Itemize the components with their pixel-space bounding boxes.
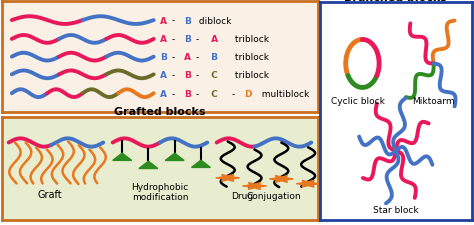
Text: A: A <box>160 16 167 25</box>
Text: -: - <box>232 89 235 98</box>
Text: -: - <box>172 35 175 44</box>
Text: B: B <box>184 35 191 44</box>
Text: B: B <box>184 89 191 98</box>
Text: Miktoarm: Miktoarm <box>412 96 455 105</box>
Text: Drug: Drug <box>231 191 253 200</box>
Text: A: A <box>160 70 167 79</box>
Text: Hydrophobic
modification: Hydrophobic modification <box>131 182 189 201</box>
Title: Grafted blocks: Grafted blocks <box>114 106 206 116</box>
Polygon shape <box>165 153 184 161</box>
Polygon shape <box>139 162 158 169</box>
Text: -: - <box>172 89 175 98</box>
Polygon shape <box>216 175 240 182</box>
Text: diblock: diblock <box>196 16 231 25</box>
Text: A: A <box>184 53 191 62</box>
Text: C: C <box>208 70 218 79</box>
Text: -: - <box>196 35 199 44</box>
Text: Graft: Graft <box>37 190 62 200</box>
Text: -: - <box>196 70 199 79</box>
Text: B: B <box>208 53 218 62</box>
Title: Branched blocks: Branched blocks <box>344 0 447 3</box>
Text: B: B <box>184 70 191 79</box>
Text: -: - <box>172 70 175 79</box>
Text: multiblock: multiblock <box>256 89 309 98</box>
Text: A: A <box>160 89 167 98</box>
Polygon shape <box>269 176 293 182</box>
Text: B: B <box>184 16 191 25</box>
Text: -: - <box>172 53 175 62</box>
Text: Conjugation: Conjugation <box>246 191 301 200</box>
Polygon shape <box>113 153 132 161</box>
Text: triblock: triblock <box>232 35 269 44</box>
Text: Cyclic block: Cyclic block <box>331 96 385 105</box>
Text: A: A <box>208 35 218 44</box>
Text: -: - <box>172 16 175 25</box>
Title: Linear blocks: Linear blocks <box>118 0 201 2</box>
Polygon shape <box>296 180 320 187</box>
Polygon shape <box>243 183 266 189</box>
Text: -: - <box>196 89 199 98</box>
Text: A: A <box>160 35 167 44</box>
Text: triblock: triblock <box>232 53 269 62</box>
Text: C: C <box>208 89 218 98</box>
Text: B: B <box>160 53 167 62</box>
Text: D: D <box>244 89 251 98</box>
Text: -: - <box>196 53 199 62</box>
Polygon shape <box>191 160 210 168</box>
Text: Star block: Star block <box>373 205 419 214</box>
Text: triblock: triblock <box>232 70 269 79</box>
